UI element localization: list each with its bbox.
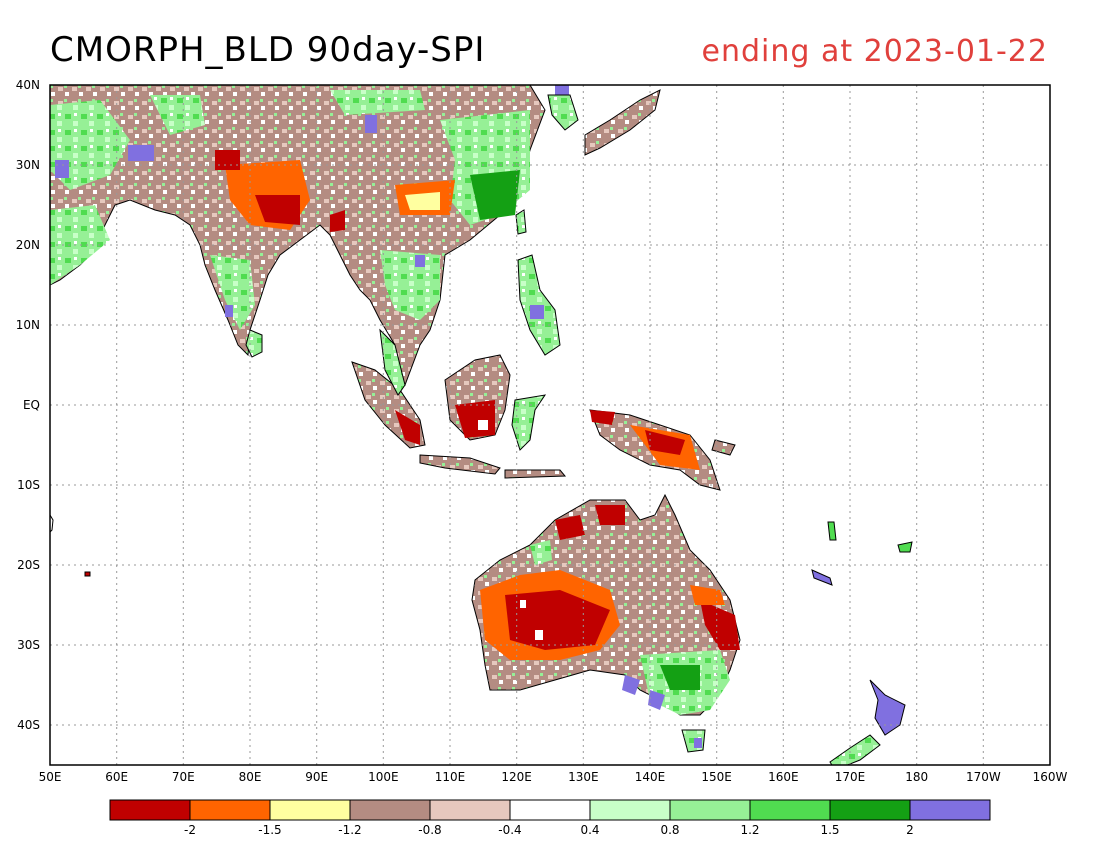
lat-label: 40S bbox=[17, 718, 40, 732]
colorbar-label: 0.4 bbox=[580, 823, 599, 837]
lon-label: 110E bbox=[435, 770, 466, 784]
lon-label: 140E bbox=[635, 770, 666, 784]
new-zealand-south bbox=[829, 734, 881, 765]
lat-label: 20N bbox=[16, 238, 40, 252]
lon-label: 160W bbox=[1033, 770, 1068, 784]
colorbar-label: -1.5 bbox=[258, 823, 281, 837]
graticule bbox=[50, 85, 1050, 765]
australia bbox=[471, 493, 741, 716]
latitude-labels: 40N 30N 20N 10N EQ 10S 20S 30S 40S bbox=[16, 78, 40, 732]
lon-label: 100E bbox=[368, 770, 399, 784]
colorbar-bin bbox=[429, 799, 511, 821]
vanuatu bbox=[827, 521, 837, 541]
lon-label: 160E bbox=[768, 770, 799, 784]
lon-label: 170E bbox=[835, 770, 866, 784]
colorbar-bin bbox=[829, 799, 911, 821]
lon-label: 150E bbox=[701, 770, 732, 784]
colorbar-label: -1.2 bbox=[338, 823, 361, 837]
korea bbox=[547, 94, 579, 131]
map-date-subtitle: ending at 2023-01-22 bbox=[701, 34, 1048, 69]
lat-label: 10S bbox=[17, 478, 40, 492]
colorbar-label: 1.5 bbox=[820, 823, 839, 837]
colorbar-label: 2 bbox=[906, 823, 914, 837]
malay-peninsula bbox=[379, 328, 406, 396]
lesser-sunda bbox=[504, 469, 567, 479]
lon-label: 180 bbox=[905, 770, 928, 784]
fiji bbox=[897, 541, 913, 553]
colorbar-labels: -2 -1.5 -1.2 -0.8 -0.4 0.4 0.8 1.2 1.5 2 bbox=[184, 823, 914, 837]
lon-label: 50E bbox=[39, 770, 62, 784]
colorbar-bin bbox=[269, 799, 351, 821]
mascarene-islands bbox=[84, 571, 91, 577]
colorbar-bin bbox=[349, 799, 431, 821]
colorbar-label: 0.8 bbox=[660, 823, 679, 837]
colorbar-bin bbox=[189, 799, 271, 821]
longitude-labels: 50E 60E 70E 80E 90E 100E 110E 120E 130E 140E 150E 1… bbox=[39, 770, 1068, 784]
colorbar-label: -2 bbox=[184, 823, 196, 837]
colorbar-bin bbox=[909, 799, 991, 821]
lon-label: 90E bbox=[305, 770, 328, 784]
colorbar-bin bbox=[109, 799, 191, 821]
lat-label: 30S bbox=[17, 638, 40, 652]
sulawesi bbox=[511, 394, 547, 451]
lat-label: 10N bbox=[16, 318, 40, 332]
asia-landmass bbox=[50, 85, 569, 387]
map-title: CMORPH_BLD 90day-SPI bbox=[50, 30, 486, 70]
colorbar-label: 1.2 bbox=[740, 823, 759, 837]
lat-label: 20S bbox=[17, 558, 40, 572]
lat-label: 30N bbox=[16, 158, 40, 172]
new-caledonia bbox=[811, 569, 833, 586]
new-zealand-north bbox=[869, 679, 906, 736]
colorbar-label: -0.4 bbox=[498, 823, 521, 837]
java bbox=[419, 454, 501, 475]
lon-label: 120E bbox=[501, 770, 532, 784]
lat-label: EQ bbox=[23, 398, 40, 412]
lon-label: 60E bbox=[105, 770, 128, 784]
solomon-islands bbox=[711, 439, 736, 456]
lon-label: 80E bbox=[239, 770, 262, 784]
colorbar-bin bbox=[509, 799, 591, 821]
map-frame bbox=[49, 84, 1051, 766]
lon-label: 70E bbox=[172, 770, 195, 784]
lat-label: 40N bbox=[16, 78, 40, 92]
colorbar-bin bbox=[589, 799, 671, 821]
taiwan bbox=[515, 209, 527, 235]
lon-label: 130E bbox=[568, 770, 599, 784]
colorbar-bin bbox=[669, 799, 751, 821]
colorbar bbox=[109, 799, 991, 821]
japan bbox=[584, 89, 661, 156]
colorbar-label: -0.8 bbox=[418, 823, 441, 837]
colorbar-bin bbox=[749, 799, 831, 821]
lon-label: 170W bbox=[966, 770, 1001, 784]
